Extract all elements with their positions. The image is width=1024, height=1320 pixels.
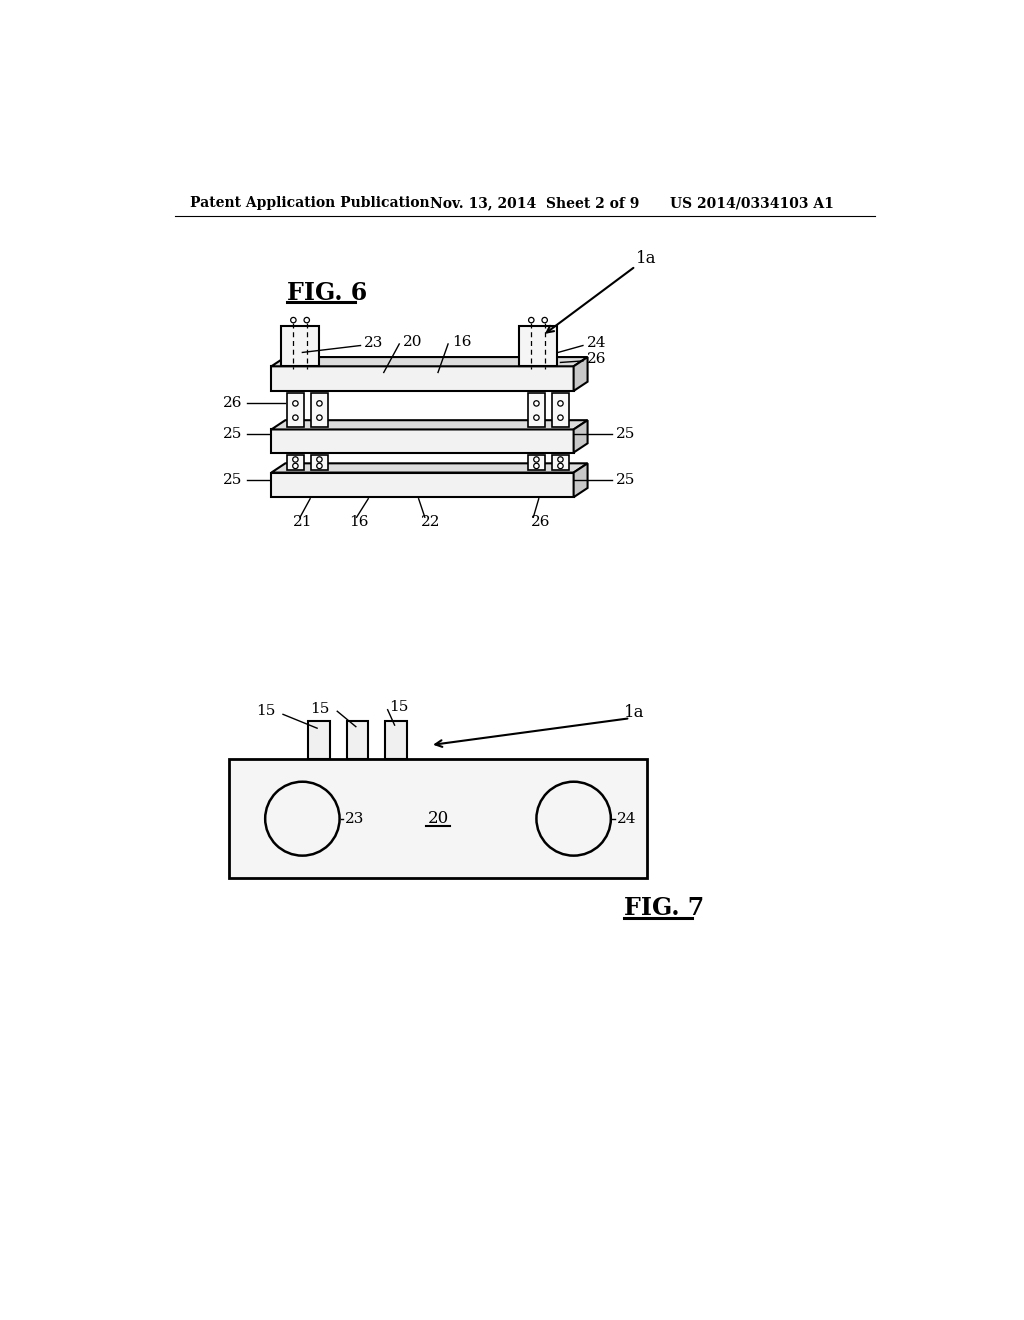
Circle shape <box>293 463 298 469</box>
Bar <box>287 455 304 470</box>
Text: 25: 25 <box>616 474 636 487</box>
Bar <box>311 393 328 428</box>
Text: 21: 21 <box>293 515 312 529</box>
Text: 25: 25 <box>223 474 243 487</box>
Circle shape <box>304 317 309 323</box>
Text: 15: 15 <box>256 705 275 718</box>
Circle shape <box>558 457 563 462</box>
Bar <box>282 326 318 367</box>
Text: 26: 26 <box>587 351 606 366</box>
Polygon shape <box>271 358 588 367</box>
Text: 16: 16 <box>349 515 369 529</box>
Circle shape <box>534 401 540 407</box>
Bar <box>552 393 569 428</box>
Circle shape <box>316 457 323 462</box>
Circle shape <box>293 401 298 407</box>
Text: 24: 24 <box>587 337 606 350</box>
Text: 26: 26 <box>223 396 243 411</box>
Circle shape <box>316 401 323 407</box>
Bar <box>519 326 557 367</box>
Text: 15: 15 <box>310 702 330 715</box>
Polygon shape <box>573 463 588 498</box>
Polygon shape <box>271 429 573 453</box>
Circle shape <box>528 317 534 323</box>
Polygon shape <box>573 358 588 391</box>
Text: 20: 20 <box>403 335 423 348</box>
Bar <box>311 455 328 470</box>
Text: 20: 20 <box>427 810 449 828</box>
Text: 16: 16 <box>452 335 471 348</box>
Text: Patent Application Publication: Patent Application Publication <box>190 197 430 210</box>
Circle shape <box>293 457 298 462</box>
Polygon shape <box>271 367 573 391</box>
Circle shape <box>316 414 323 420</box>
Polygon shape <box>573 420 588 453</box>
Circle shape <box>558 414 563 420</box>
Text: 25: 25 <box>223 428 243 441</box>
Circle shape <box>293 414 298 420</box>
Text: 1a: 1a <box>624 705 644 721</box>
Circle shape <box>558 463 563 469</box>
Circle shape <box>534 463 540 469</box>
Bar <box>287 393 304 428</box>
Polygon shape <box>271 463 588 473</box>
Bar <box>308 721 330 759</box>
Bar <box>228 759 647 878</box>
Text: 22: 22 <box>421 515 440 529</box>
Circle shape <box>542 317 548 323</box>
Polygon shape <box>271 420 588 429</box>
Text: Nov. 13, 2014  Sheet 2 of 9: Nov. 13, 2014 Sheet 2 of 9 <box>430 197 640 210</box>
Circle shape <box>291 317 296 323</box>
Text: US 2014/0334103 A1: US 2014/0334103 A1 <box>671 197 835 210</box>
Text: 1a: 1a <box>636 249 656 267</box>
Text: 24: 24 <box>617 812 637 826</box>
Bar <box>552 455 569 470</box>
Circle shape <box>558 401 563 407</box>
Text: FIG. 6: FIG. 6 <box>287 281 368 305</box>
Text: 15: 15 <box>389 701 409 714</box>
Circle shape <box>316 463 323 469</box>
Text: 23: 23 <box>365 337 384 350</box>
Text: 25: 25 <box>616 428 636 441</box>
Text: 23: 23 <box>345 812 365 826</box>
Polygon shape <box>271 473 573 498</box>
Bar <box>385 721 407 759</box>
Text: 26: 26 <box>531 515 551 529</box>
Bar <box>528 455 545 470</box>
Bar <box>528 393 545 428</box>
Circle shape <box>534 414 540 420</box>
Circle shape <box>534 457 540 462</box>
Text: FIG. 7: FIG. 7 <box>624 895 705 920</box>
Bar <box>346 721 369 759</box>
